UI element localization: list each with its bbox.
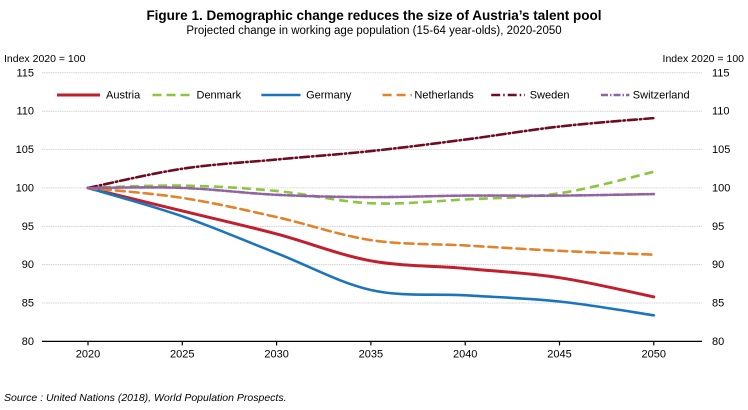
- svg-text:2030: 2030: [264, 349, 288, 361]
- svg-text:80: 80: [712, 336, 724, 348]
- svg-text:95: 95: [22, 221, 34, 233]
- svg-text:95: 95: [712, 221, 724, 233]
- svg-text:105: 105: [712, 144, 730, 156]
- svg-text:2035: 2035: [359, 349, 383, 361]
- svg-text:80: 80: [22, 336, 34, 348]
- svg-text:85: 85: [712, 298, 724, 310]
- svg-text:100: 100: [16, 182, 34, 194]
- svg-text:110: 110: [712, 106, 730, 118]
- svg-text:115: 115: [16, 67, 34, 79]
- svg-text:Switzerland: Switzerland: [633, 90, 690, 102]
- svg-text:Germany: Germany: [306, 90, 352, 102]
- svg-text:2045: 2045: [547, 349, 571, 361]
- svg-text:2025: 2025: [170, 349, 194, 361]
- svg-text:Sweden: Sweden: [530, 90, 570, 102]
- svg-text:100: 100: [712, 182, 730, 194]
- svg-text:2040: 2040: [453, 349, 477, 361]
- svg-text:90: 90: [22, 259, 34, 271]
- svg-text:2020: 2020: [76, 349, 100, 361]
- svg-text:Austria: Austria: [106, 90, 141, 102]
- svg-text:115: 115: [712, 67, 730, 79]
- svg-text:Netherlands: Netherlands: [414, 90, 474, 102]
- svg-text:110: 110: [16, 106, 34, 118]
- svg-text:105: 105: [16, 144, 34, 156]
- svg-text:85: 85: [22, 298, 34, 310]
- svg-text:Denmark: Denmark: [197, 90, 242, 102]
- svg-text:90: 90: [712, 259, 724, 271]
- svg-text:2050: 2050: [642, 349, 666, 361]
